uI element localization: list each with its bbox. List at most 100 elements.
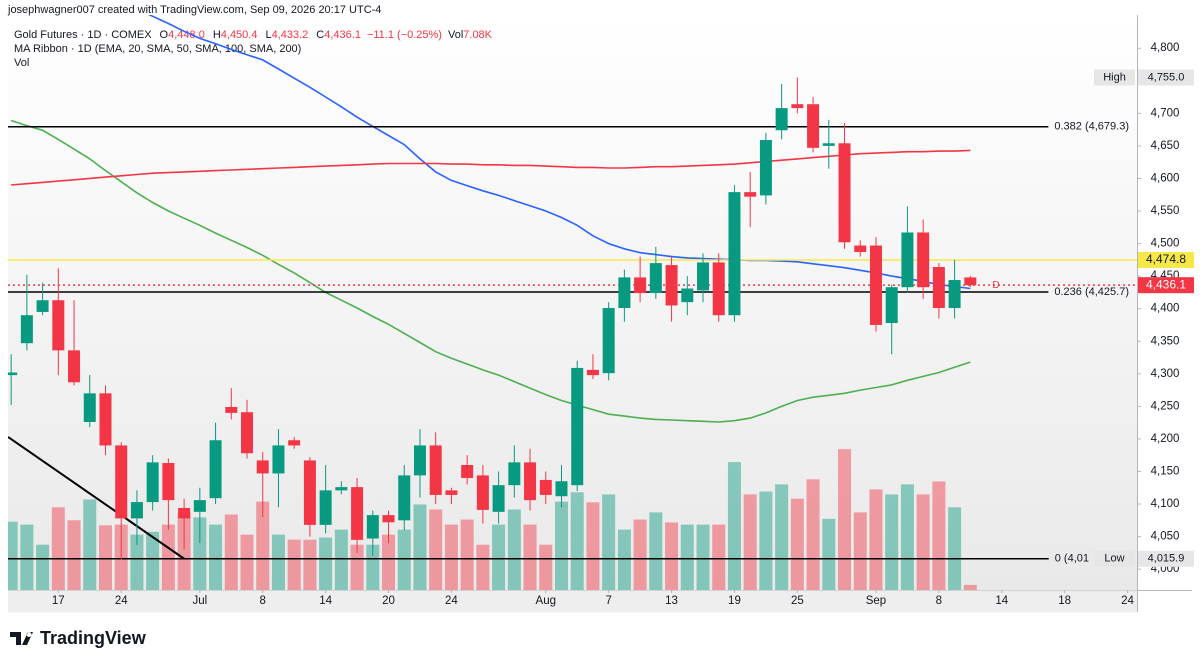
candle-body	[524, 462, 537, 501]
candle-body	[99, 393, 112, 446]
candle-body	[162, 463, 175, 501]
volume-bar	[334, 529, 348, 590]
volume-bar	[476, 544, 490, 590]
candle-body	[382, 515, 395, 523]
volume-bar	[617, 529, 631, 590]
ohlc-key: L	[265, 29, 271, 41]
y-tick-label: 4,200	[1151, 433, 1180, 445]
price-label-box	[1138, 277, 1194, 294]
x-tick-label: 25	[791, 595, 804, 607]
volume-bar	[382, 534, 396, 590]
volume-bar	[161, 524, 175, 590]
volume-bar	[413, 504, 427, 590]
volume-bar	[209, 524, 223, 590]
volume-bar	[822, 518, 836, 590]
candle-body	[461, 464, 474, 478]
candle-body	[665, 265, 678, 306]
ohlc-value: 4,448.0	[168, 29, 205, 41]
x-tick-label: 20	[382, 595, 395, 607]
candle-body	[869, 245, 882, 325]
candle-body	[413, 445, 426, 476]
volume-bar	[869, 489, 883, 590]
candle-body	[917, 232, 930, 288]
legend: Gold Futures · 1D · COMEX O4,448.0 H4,450.…	[14, 29, 493, 69]
volume-bar	[853, 512, 867, 590]
level-label: 0.382 (4,679.3)	[1054, 121, 1129, 133]
volume-bar	[680, 524, 694, 590]
volume-bar	[743, 494, 757, 590]
y-tick-label: 4,100	[1151, 498, 1180, 510]
volume-bar	[224, 514, 238, 590]
volume-bar	[319, 537, 333, 590]
candle-body	[178, 507, 191, 519]
candle-body	[445, 490, 458, 495]
volume-bar	[429, 509, 443, 590]
y-tick-label: 4,500	[1151, 238, 1180, 250]
candle-body	[319, 490, 332, 525]
level-label: 0.236 (4,425.7)	[1054, 286, 1129, 298]
candle-body	[492, 485, 505, 512]
level-label: 0 (4,01	[1055, 553, 1089, 565]
candle-body	[885, 287, 898, 324]
volume-bar	[885, 494, 899, 590]
x-tick-label: Jul	[192, 595, 207, 607]
volume-bar	[303, 539, 317, 590]
volume-bar	[51, 507, 65, 590]
candle-body	[618, 277, 631, 309]
candle-body	[807, 104, 820, 148]
marker-value: 4,755.0	[1148, 71, 1185, 83]
marker-value-box	[1138, 550, 1194, 567]
volume-layer	[8, 449, 977, 590]
candle-body	[571, 367, 584, 486]
volume-bar	[240, 534, 254, 590]
ma-layer	[10, 15, 971, 423]
y-tick-label: 4,700	[1151, 107, 1180, 119]
candle-body	[964, 277, 977, 286]
y-tick-label: 4,400	[1151, 303, 1180, 315]
volume-bar	[633, 519, 647, 590]
candle-body	[68, 350, 81, 383]
volume-bar	[444, 524, 458, 590]
volume-bar	[177, 512, 191, 590]
volume-bar	[727, 462, 741, 590]
candle-body	[335, 487, 348, 491]
volume-bar	[775, 484, 789, 590]
volume-bar	[665, 522, 679, 590]
x-tick-label: 8	[260, 595, 266, 607]
x-tick-label: 24	[445, 595, 458, 607]
candle-body	[586, 369, 599, 376]
x-tick-label: 7	[605, 595, 611, 607]
candle-body	[303, 460, 316, 525]
candle-body	[602, 308, 615, 374]
y-tick-label: 4,050	[1151, 531, 1180, 543]
volume-bar	[350, 544, 364, 590]
x-tick-label: Aug	[536, 595, 556, 607]
ohlc-key: H	[213, 29, 221, 41]
logo: TradingView	[10, 628, 147, 648]
candle-body	[52, 300, 65, 351]
candle-body	[712, 262, 725, 316]
marker-box	[1094, 69, 1135, 86]
x-tick-label: 8	[936, 595, 942, 607]
volume-key: Vol	[448, 29, 463, 41]
volume-bar	[67, 520, 81, 590]
candle-body	[241, 412, 254, 454]
price-label: 4,436.1	[1146, 277, 1186, 291]
volume-bar	[712, 524, 726, 590]
volume-bar	[193, 517, 207, 590]
volume-bar	[130, 534, 144, 590]
marker-value-box	[1138, 69, 1194, 86]
x-tick-label: 13	[665, 595, 678, 607]
candle-body	[775, 108, 788, 131]
volume-bar	[838, 449, 852, 590]
x-tick-label: 17	[52, 595, 65, 607]
candle-body	[649, 263, 662, 294]
candle-body	[256, 460, 269, 474]
ohlc-value: 4,436.1	[324, 29, 361, 41]
y-tick-label: 4,250	[1151, 400, 1180, 412]
legend-line: Gold Futures · 1D · COMEX O4,448.0 H4,450.…	[14, 29, 493, 41]
x-tick-label: Sep	[866, 595, 886, 607]
candle-body	[634, 277, 647, 294]
moving-average	[11, 149, 971, 186]
